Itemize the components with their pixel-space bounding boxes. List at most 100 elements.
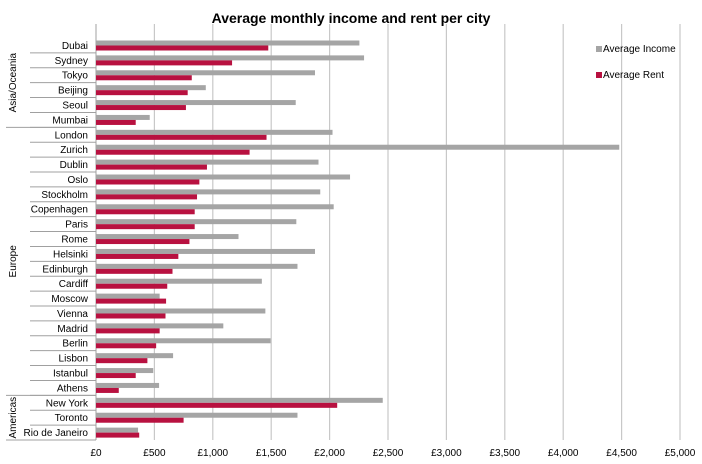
income-bar (96, 204, 334, 210)
category-label: Cardiff (59, 279, 88, 290)
rent-bar (96, 283, 168, 289)
income-bar (96, 323, 224, 329)
rent-bar (96, 224, 195, 230)
category-label: Dublin (60, 160, 88, 171)
rent-bar (96, 402, 338, 408)
rent-bar (96, 313, 166, 319)
rent-bar (96, 417, 184, 423)
category-label: Dubai (62, 41, 88, 52)
income-bar (96, 412, 298, 418)
income-bar (96, 219, 297, 225)
rent-bar (96, 373, 136, 379)
x-tick-label: £1,500 (256, 448, 287, 459)
income-bar (96, 368, 154, 374)
category-label: Istanbul (53, 369, 88, 380)
x-tick-label: £3,000 (431, 448, 462, 459)
rent-bar (96, 387, 119, 393)
income-bar (96, 427, 139, 433)
legend-swatch (596, 72, 602, 78)
income-bar (96, 308, 266, 314)
x-tick-label: £500 (143, 448, 166, 459)
x-tick-label: £3,500 (490, 448, 521, 459)
category-label: Rio de Janeiro (24, 428, 89, 439)
category-label: Lisbon (59, 354, 88, 365)
category-label: Mumbai (52, 115, 88, 126)
category-label: Zurich (60, 145, 88, 156)
category-label: Moscow (51, 294, 88, 305)
income-bar (96, 159, 319, 165)
income-bar (96, 174, 351, 180)
income-bar (96, 397, 383, 403)
rent-bar (96, 119, 136, 125)
category-label: Paris (65, 220, 88, 231)
income-bar (96, 144, 620, 150)
category-label: Berlin (62, 339, 88, 350)
rent-bar (96, 60, 233, 66)
chart-title: Average monthly income and rent per city (212, 10, 491, 26)
income-bar (96, 189, 321, 195)
category-label: Copenhagen (31, 205, 88, 216)
income-bar (96, 263, 298, 269)
x-tick-label: £1,000 (198, 448, 229, 459)
rent-bar (96, 90, 188, 96)
rent-bar (96, 343, 157, 349)
income-bar (96, 100, 296, 106)
x-tick-label: £4,000 (548, 448, 579, 459)
rent-bar (96, 253, 179, 259)
rent-bar (96, 209, 195, 215)
category-label: Tokyo (62, 71, 89, 82)
legend-label: Average Rent (603, 70, 664, 81)
category-label: New York (46, 398, 89, 409)
legend: Average Income Average Rent (596, 44, 676, 81)
income-bar (96, 40, 360, 46)
category-label: Toronto (55, 413, 89, 424)
category-label: Athens (57, 383, 88, 394)
value-axis: £0 £500 £1,000 £1,500 £2,000 £2,500 £3,000 £3,5… (90, 448, 695, 459)
category-label: Stockholm (41, 190, 88, 201)
category-label: Oslo (67, 175, 88, 186)
rent-bar (96, 75, 192, 81)
category-label: Helsinki (53, 249, 88, 260)
income-bar (96, 70, 315, 76)
x-tick-label: £0 (90, 448, 102, 459)
rent-bar (96, 298, 167, 304)
legend-label: Average Income (603, 44, 676, 55)
group-label: Asia/Oceania (8, 52, 19, 112)
income-bar (96, 293, 160, 299)
rent-bar (96, 328, 160, 334)
category-label: Seoul (62, 101, 88, 112)
category-label: Madrid (57, 324, 88, 335)
rent-bar (96, 45, 269, 51)
income-bar (96, 129, 333, 135)
category-axis: Dubai Sydney Tokyo Beijing Seoul Mumbai London… (6, 41, 96, 441)
income-bar (96, 338, 271, 344)
x-tick-label: £4,500 (606, 448, 637, 459)
category-label: Sydney (55, 56, 88, 67)
x-tick-label: £2,500 (373, 448, 404, 459)
income-bar (96, 55, 365, 61)
group-label: Europe (8, 245, 19, 278)
income-bar (96, 234, 239, 240)
x-tick-label: £2,000 (314, 448, 345, 459)
category-label: Vienna (57, 309, 88, 320)
legend-swatch (596, 46, 602, 52)
rent-bar (96, 239, 190, 245)
rent-bar (96, 134, 267, 140)
category-label: London (55, 130, 88, 141)
income-bar (96, 85, 206, 91)
income-bar (96, 248, 315, 254)
income-bar (96, 114, 150, 120)
income-bar (96, 382, 160, 388)
rent-bar (96, 432, 140, 438)
income-bar (96, 353, 174, 359)
category-label: Rome (61, 235, 88, 246)
bars (96, 40, 620, 438)
rent-bar (96, 105, 186, 111)
x-tick-label: £5,000 (665, 448, 696, 459)
category-label: Beijing (58, 86, 88, 97)
rent-bar (96, 358, 148, 364)
rent-bar (96, 194, 198, 200)
group-label: Americas (8, 397, 19, 439)
rent-bar (96, 164, 207, 170)
